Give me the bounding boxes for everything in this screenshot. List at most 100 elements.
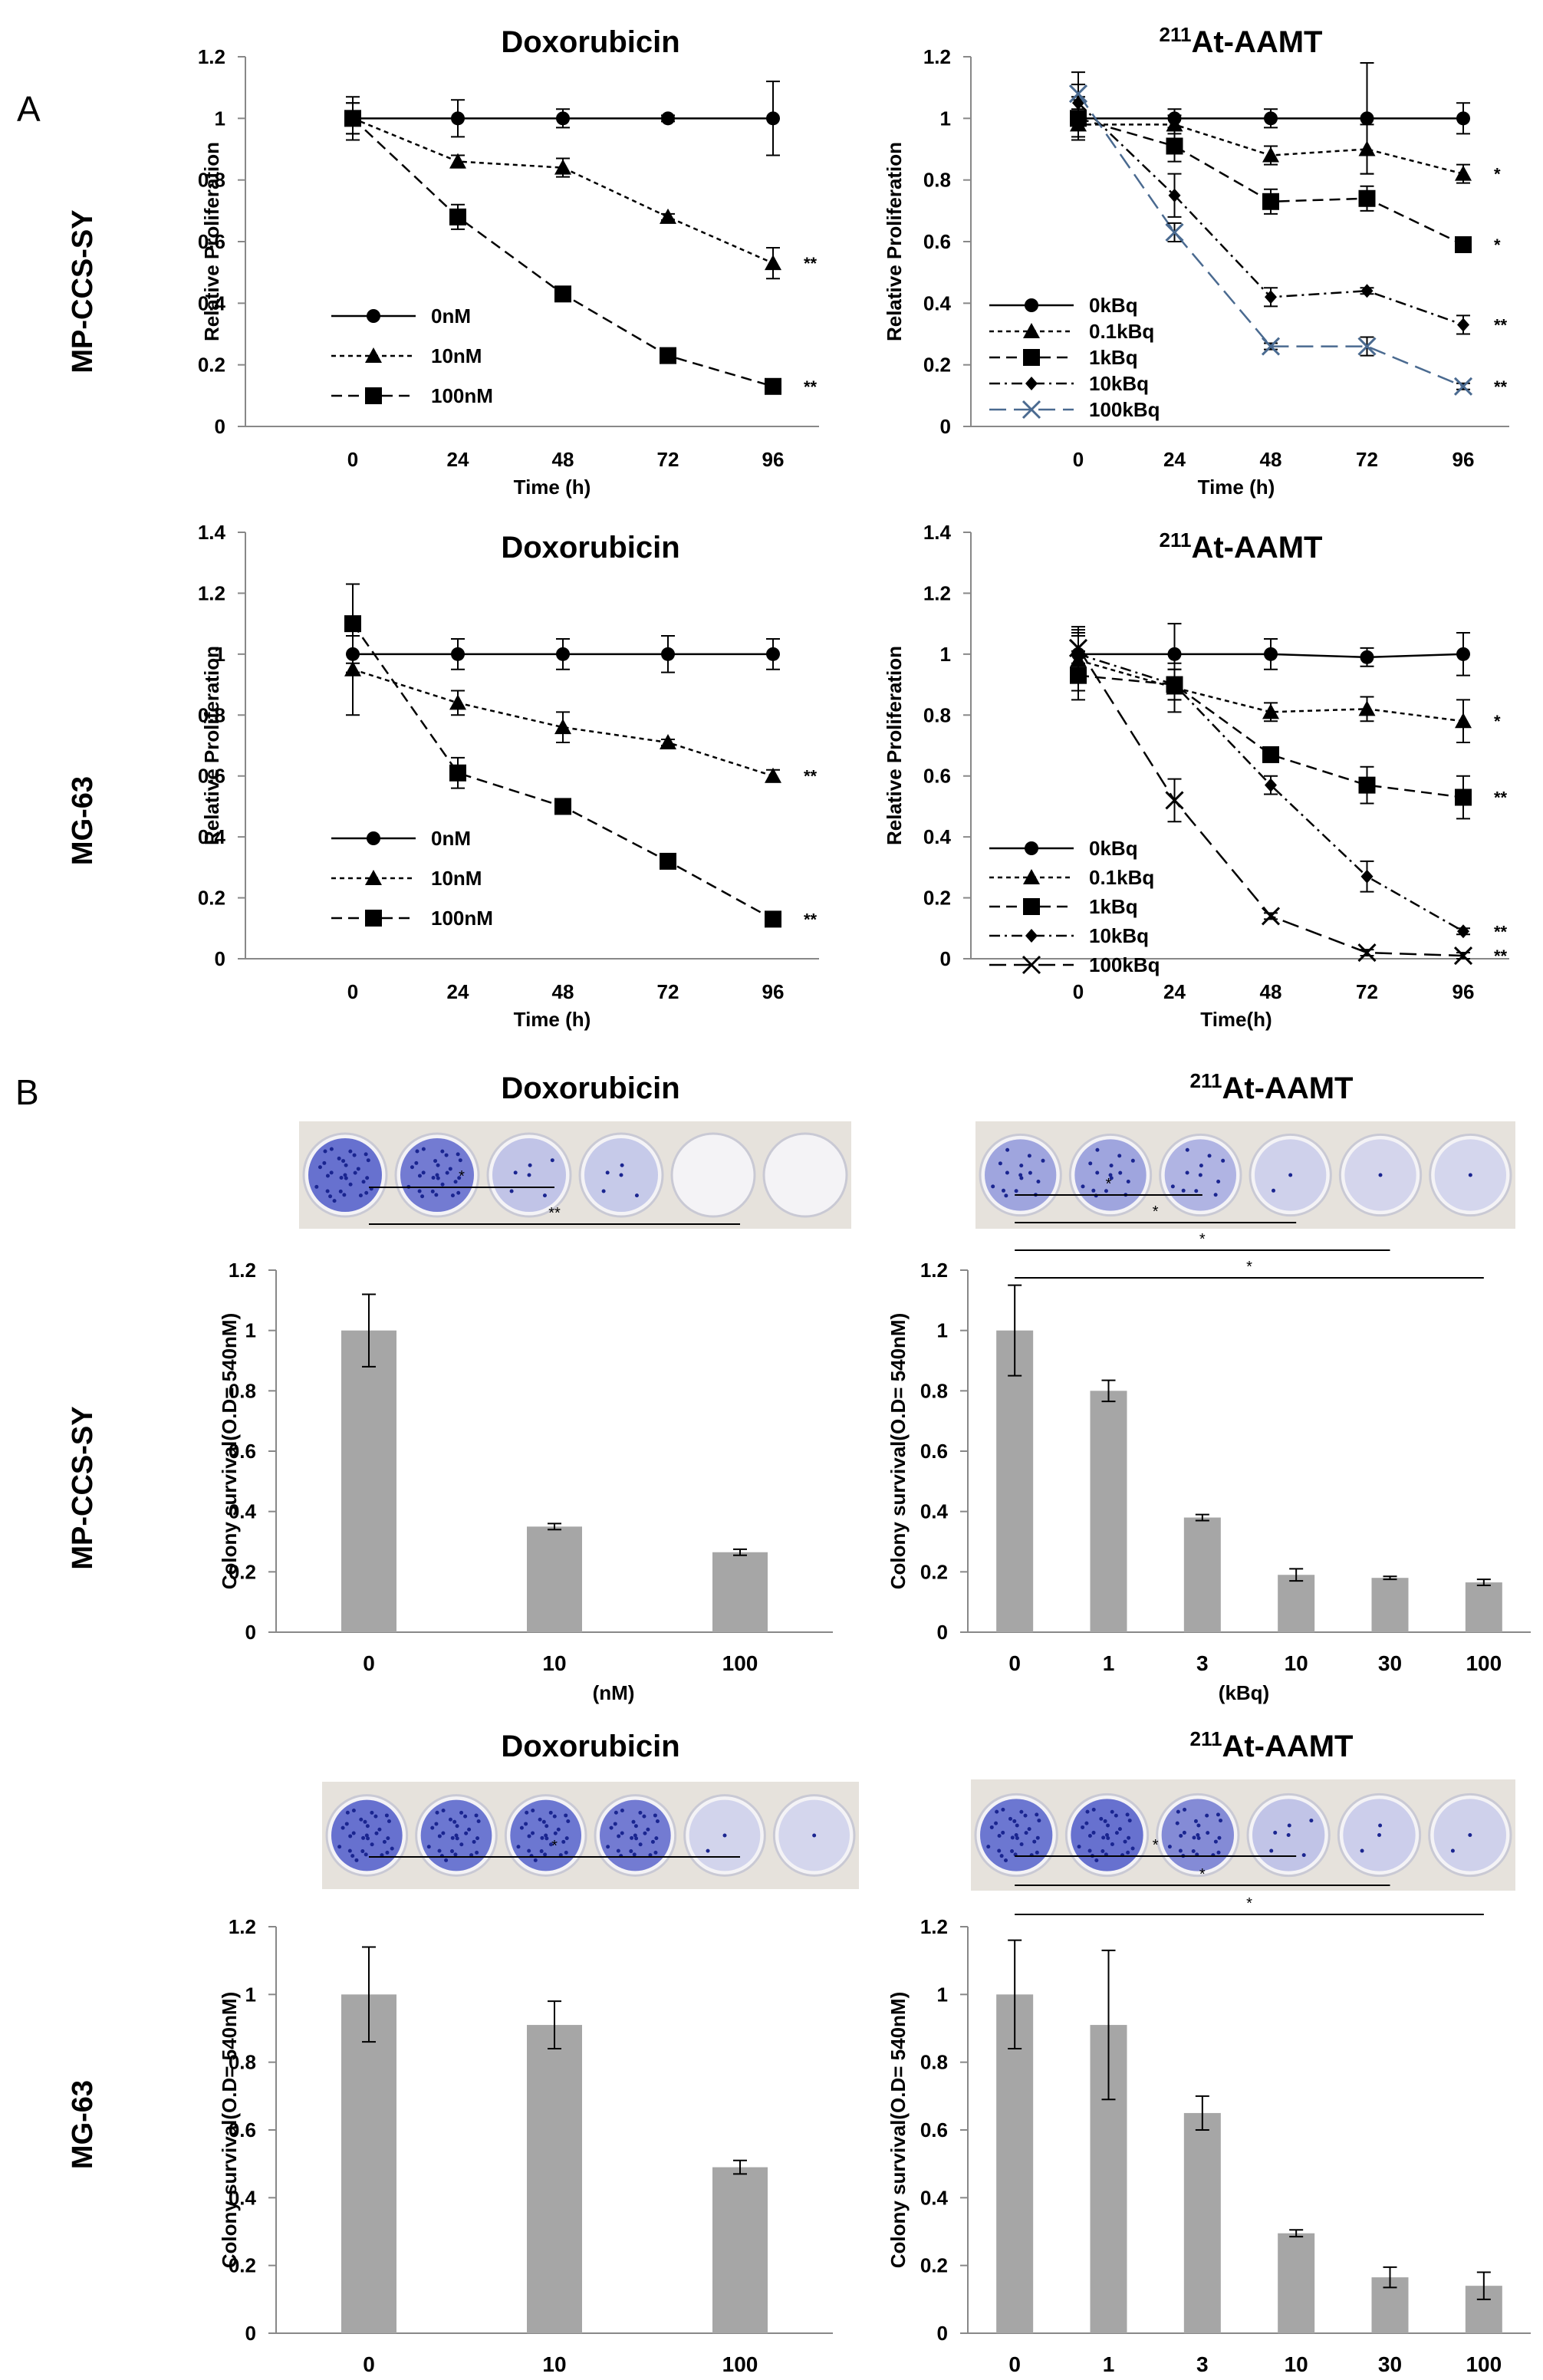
- colony-dot: [472, 1839, 476, 1844]
- bar-3: [1183, 2112, 1221, 2333]
- chart-a2: 211At-AAMT 0 0.2 0.4 0.6 0.8 1 1.2 Relative Prol…: [883, 23, 1509, 499]
- x-tick-label: 24: [1163, 980, 1186, 1003]
- data-point-0.1kBq-96: [1455, 713, 1472, 729]
- x-tick-label: 72: [1356, 980, 1378, 1003]
- colony-dot: [459, 1842, 464, 1847]
- colony-dot: [339, 1175, 344, 1180]
- colony-dot: [448, 1817, 452, 1822]
- y-tick-label: 0: [937, 1621, 948, 1644]
- legend-marker-10kBq: [1025, 929, 1038, 943]
- colony-dot: [475, 1850, 479, 1855]
- x-tick-label: 0: [1073, 448, 1084, 471]
- colony-dot: [1181, 1188, 1186, 1193]
- colony-dot: [1216, 1850, 1221, 1855]
- well-plate-w2: [975, 1121, 1515, 1229]
- colony-dot: [1109, 1164, 1114, 1168]
- colony-dot: [441, 1809, 446, 1813]
- significance-mark: **: [1494, 377, 1508, 397]
- colony-dot: [1012, 1819, 1017, 1823]
- colony-dot: [1360, 1848, 1364, 1853]
- colony-dot: [556, 1827, 561, 1832]
- series-line-100kBq: [1077, 93, 1464, 387]
- colony-dot: [453, 1852, 458, 1857]
- title-main: At-AAMT: [1222, 1730, 1353, 1763]
- colony-dot: [609, 1825, 614, 1830]
- colony-dot: [991, 1184, 995, 1189]
- colony-dot: [1084, 1821, 1089, 1825]
- legend-label-0kBq: 0kBq: [1089, 294, 1138, 317]
- colony-dot: [553, 1831, 558, 1835]
- colony-dot: [469, 1853, 474, 1858]
- chart-title: 211At-AAMT: [1159, 23, 1322, 59]
- legend-label-100nM: 100nM: [431, 384, 493, 407]
- colony-dot: [347, 1848, 352, 1853]
- x-tick-label: 0: [363, 1651, 375, 1675]
- colony-dot: [348, 1182, 353, 1187]
- panel-label-b: B: [15, 1072, 39, 1112]
- y-tick-label: 0.4: [920, 2186, 949, 2209]
- colony-dot: [544, 1836, 549, 1841]
- colony-dot: [564, 1836, 569, 1841]
- significance-mark: *: [459, 1168, 465, 1185]
- colony-dot: [1378, 1823, 1383, 1828]
- significance-mark: *: [551, 1838, 558, 1855]
- colony-dot: [356, 1167, 360, 1171]
- colony-dot: [433, 1159, 438, 1164]
- bar-0: [996, 1994, 1034, 2333]
- colony-dot: [342, 1193, 347, 1197]
- colony-dot: [475, 1836, 480, 1841]
- colony-dot: [1002, 1188, 1006, 1193]
- significance-mark: *: [1106, 1176, 1112, 1193]
- data-point-100kBq-48: [1261, 337, 1281, 356]
- colony-dot: [358, 1193, 363, 1198]
- y-tick-label: 0.6: [920, 2118, 948, 2141]
- x-tick-label: 72: [1356, 448, 1378, 471]
- x-tick-label: 72: [657, 448, 679, 471]
- y-axis-label: Relative Proliferation: [200, 142, 223, 341]
- colony-dot: [543, 1852, 548, 1857]
- x-axis-label: Time (h): [514, 1008, 591, 1031]
- colony-dot: [385, 1850, 390, 1855]
- data-point-100nM-72: [660, 852, 676, 870]
- significance-mark: *: [1494, 165, 1501, 184]
- colony-dot: [364, 1152, 368, 1157]
- data-point-0.1kBq-72: [1358, 700, 1376, 716]
- x-tick-label: 96: [1453, 980, 1475, 1003]
- colony-dot: [1114, 1831, 1119, 1835]
- colony-dot: [328, 1194, 333, 1199]
- colony-dot: [643, 1831, 647, 1835]
- colony-dot: [1081, 1184, 1085, 1189]
- data-point-100nM-48: [554, 285, 571, 303]
- colony-dot: [364, 1833, 369, 1838]
- x-tick-label: 100: [1466, 1651, 1502, 1675]
- colony-dot: [1213, 1839, 1218, 1844]
- colony-dot: [541, 1819, 546, 1824]
- colony-dot: [444, 1153, 449, 1157]
- legend-marker-10nM: [365, 347, 382, 363]
- y-tick-label: 0.2: [229, 1560, 256, 1583]
- colony-dot: [1377, 1833, 1381, 1837]
- x-tick-label: 10: [1285, 1651, 1308, 1675]
- colony-dot: [1005, 1147, 1010, 1152]
- colony-dot: [1213, 1193, 1218, 1197]
- colony-dot: [1037, 1819, 1041, 1823]
- colony-dot: [995, 1809, 999, 1814]
- data-point-10nM-48: [554, 159, 571, 175]
- y-tick-label: 1: [937, 1319, 948, 1342]
- colony-dot: [459, 1810, 464, 1815]
- data-point-100kBq-48: [1261, 907, 1281, 926]
- y-tick-label: 0.4: [198, 291, 226, 314]
- x-tick-label: 100: [1466, 2352, 1502, 2376]
- y-tick-label: 1.2: [920, 1259, 948, 1282]
- data-point-100nM-96: [765, 910, 781, 928]
- colony-dot: [722, 1833, 727, 1838]
- colony-dot: [1015, 1823, 1019, 1828]
- chart-a3: Doxorubicin 0 0.2 0.4 0.6 0.8 1 1.2 1.4 Relative …: [198, 521, 819, 1031]
- colony-dot: [1106, 1823, 1110, 1828]
- significance-mark: *: [1494, 712, 1501, 731]
- y-tick-label: 0: [215, 947, 225, 970]
- colony-dot: [420, 1194, 425, 1199]
- colony-dot: [337, 1156, 341, 1160]
- data-point-100kBq-0: [1068, 638, 1088, 657]
